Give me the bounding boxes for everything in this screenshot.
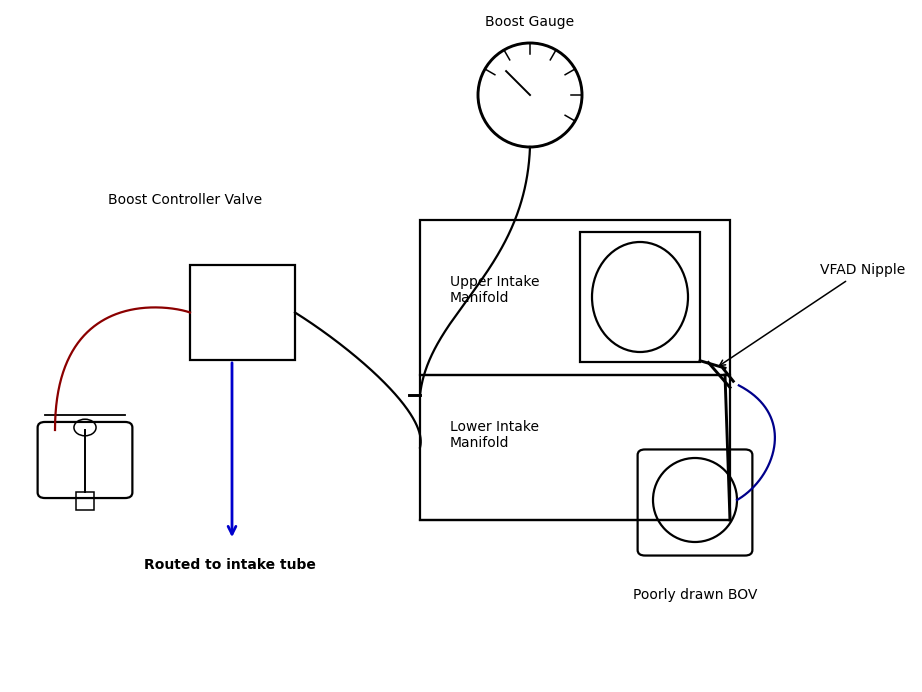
- Text: Poorly drawn BOV: Poorly drawn BOV: [632, 588, 757, 602]
- Bar: [580, 232, 700, 362]
- Text: Routed to intake tube: Routed to intake tube: [144, 558, 316, 572]
- Text: VFAD Nipple: VFAD Nipple: [719, 263, 905, 365]
- Text: Lower Intake
Manifold: Lower Intake Manifold: [450, 420, 539, 450]
- Text: Upper Intake
Manifold: Upper Intake Manifold: [450, 275, 539, 305]
- Bar: [420, 375, 730, 520]
- Bar: [190, 265, 295, 360]
- Bar: [420, 220, 730, 375]
- Text: Boost Gauge: Boost Gauge: [486, 15, 574, 29]
- Bar: [76, 492, 94, 510]
- Text: Boost Controller Valve: Boost Controller Valve: [108, 193, 262, 207]
